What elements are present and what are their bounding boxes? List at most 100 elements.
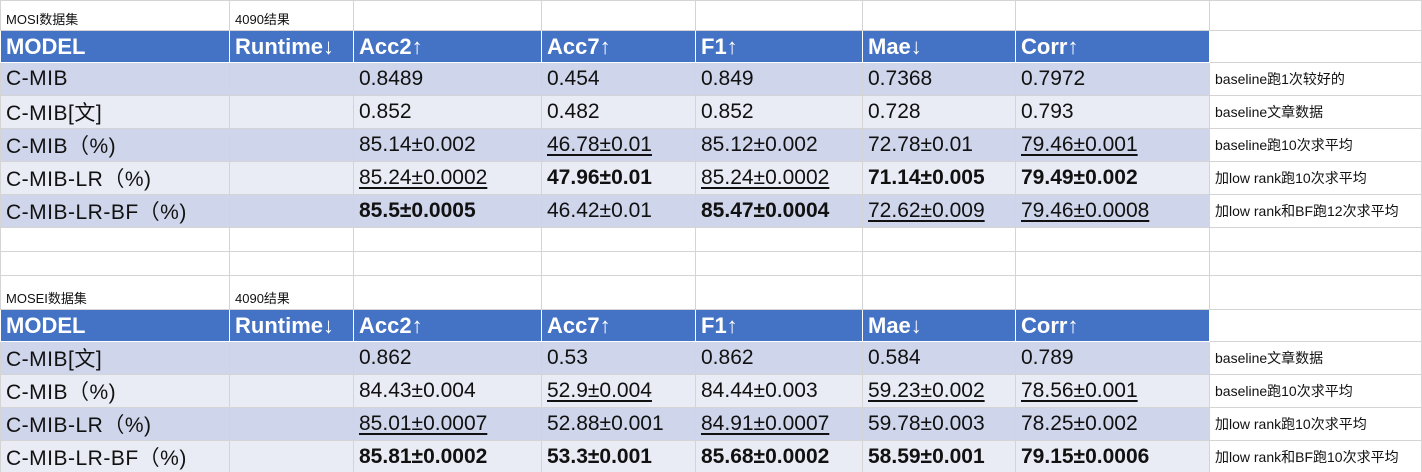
mae-cell[interactable]: 72.78±0.01 [862,128,1016,162]
runtime-cell[interactable] [229,374,354,408]
header-acc7[interactable]: Acc7↑ [541,309,696,342]
runtime-cell[interactable] [229,128,354,162]
runtime-cell[interactable] [229,62,354,96]
note-cell[interactable]: 加low rank和BF跑10次求平均 [1209,440,1422,472]
empty-cell[interactable] [1015,251,1210,276]
acc7-cell[interactable]: 0.482 [541,95,696,129]
corr-cell[interactable]: 79.46±0.001 [1015,128,1210,162]
note-cell[interactable]: baseline跑10次求平均 [1209,128,1422,162]
header-model[interactable]: MODEL [0,309,230,342]
model-cell[interactable]: C-MIB-LR（%) [0,407,230,441]
acc2-cell[interactable]: 84.43±0.004 [353,374,542,408]
f1-cell[interactable]: 85.68±0.0002 [695,440,863,472]
empty-cell[interactable] [1209,251,1422,276]
empty-cell[interactable] [1209,30,1422,63]
f1-cell[interactable]: 84.44±0.003 [695,374,863,408]
note-cell[interactable]: baseline跑10次求平均 [1209,374,1422,408]
empty-cell[interactable] [353,227,542,252]
header-f1[interactable]: F1↑ [695,30,863,63]
note-cell[interactable]: 加low rank跑10次求平均 [1209,161,1422,195]
acc7-cell[interactable]: 0.53 [541,341,696,375]
acc7-cell[interactable]: 52.88±0.001 [541,407,696,441]
model-cell[interactable]: C-MIB-LR-BF（%) [0,440,230,472]
empty-cell[interactable] [541,227,696,252]
empty-cell[interactable] [541,251,696,276]
note-cell[interactable]: 加low rank和BF跑12次求平均 [1209,194,1422,228]
header-acc7[interactable]: Acc7↑ [541,30,696,63]
mae-cell[interactable]: 0.7368 [862,62,1016,96]
acc2-cell[interactable]: 0.862 [353,341,542,375]
corr-cell[interactable]: 79.46±0.0008 [1015,194,1210,228]
mae-cell[interactable]: 0.584 [862,341,1016,375]
f1-cell[interactable]: 85.12±0.002 [695,128,863,162]
acc2-cell[interactable]: 0.8489 [353,62,542,96]
mae-cell[interactable]: 72.62±0.009 [862,194,1016,228]
header-acc2[interactable]: Acc2↑ [353,309,542,342]
empty-cell[interactable] [0,251,230,276]
runtime-cell[interactable] [229,341,354,375]
runtime-cell[interactable] [229,440,354,472]
empty-cell[interactable] [695,251,863,276]
empty-cell[interactable] [353,0,542,31]
mae-cell[interactable]: 59.78±0.003 [862,407,1016,441]
model-cell[interactable]: C-MIB-LR（%) [0,161,230,195]
header-mae[interactable]: Mae↓ [862,30,1016,63]
acc7-cell[interactable]: 0.454 [541,62,696,96]
corr-cell[interactable]: 0.793 [1015,95,1210,129]
empty-cell[interactable] [229,227,354,252]
corr-cell[interactable]: 78.56±0.001 [1015,374,1210,408]
mae-cell[interactable]: 71.14±0.005 [862,161,1016,195]
empty-cell[interactable] [1015,0,1210,31]
acc2-cell[interactable]: 85.5±0.0005 [353,194,542,228]
table-subcaption[interactable]: 4090结果 [229,0,354,31]
table-caption[interactable]: MOSI数据集 [0,0,230,31]
empty-cell[interactable] [862,227,1016,252]
runtime-cell[interactable] [229,407,354,441]
model-cell[interactable]: C-MIB[文] [0,95,230,129]
header-acc2[interactable]: Acc2↑ [353,30,542,63]
model-cell[interactable]: C-MIB-LR-BF（%) [0,194,230,228]
empty-cell[interactable] [1209,275,1422,310]
note-cell[interactable]: baseline跑1次较好的 [1209,62,1422,96]
empty-cell[interactable] [1209,309,1422,342]
mae-cell[interactable]: 59.23±0.002 [862,374,1016,408]
empty-cell[interactable] [695,275,863,310]
model-cell[interactable]: C-MIB [0,62,230,96]
empty-cell[interactable] [541,0,696,31]
mae-cell[interactable]: 58.59±0.001 [862,440,1016,472]
acc7-cell[interactable]: 47.96±0.01 [541,161,696,195]
note-cell[interactable]: baseline文章数据 [1209,95,1422,129]
acc2-cell[interactable]: 0.852 [353,95,542,129]
header-model[interactable]: MODEL [0,30,230,63]
acc2-cell[interactable]: 85.01±0.0007 [353,407,542,441]
corr-cell[interactable]: 0.789 [1015,341,1210,375]
header-runtime[interactable]: Runtime↓ [229,309,354,342]
empty-cell[interactable] [695,227,863,252]
model-cell[interactable]: C-MIB（%) [0,128,230,162]
acc2-cell[interactable]: 85.81±0.0002 [353,440,542,472]
empty-cell[interactable] [353,251,542,276]
corr-cell[interactable]: 79.49±0.002 [1015,161,1210,195]
mae-cell[interactable]: 0.728 [862,95,1016,129]
empty-cell[interactable] [1209,227,1422,252]
corr-cell[interactable]: 0.7972 [1015,62,1210,96]
table-caption[interactable]: MOSEI数据集 [0,275,230,310]
f1-cell[interactable]: 85.24±0.0002 [695,161,863,195]
empty-cell[interactable] [541,275,696,310]
header-mae[interactable]: Mae↓ [862,309,1016,342]
model-cell[interactable]: C-MIB[文] [0,341,230,375]
runtime-cell[interactable] [229,194,354,228]
acc2-cell[interactable]: 85.14±0.002 [353,128,542,162]
acc2-cell[interactable]: 85.24±0.0002 [353,161,542,195]
corr-cell[interactable]: 79.15±0.0006 [1015,440,1210,472]
empty-cell[interactable] [229,251,354,276]
acc7-cell[interactable]: 53.3±0.001 [541,440,696,472]
empty-cell[interactable] [1015,227,1210,252]
acc7-cell[interactable]: 52.9±0.004 [541,374,696,408]
note-cell[interactable]: baseline文章数据 [1209,341,1422,375]
model-cell[interactable]: C-MIB（%) [0,374,230,408]
note-cell[interactable]: 加low rank跑10次求平均 [1209,407,1422,441]
runtime-cell[interactable] [229,95,354,129]
f1-cell[interactable]: 0.849 [695,62,863,96]
empty-cell[interactable] [1015,275,1210,310]
